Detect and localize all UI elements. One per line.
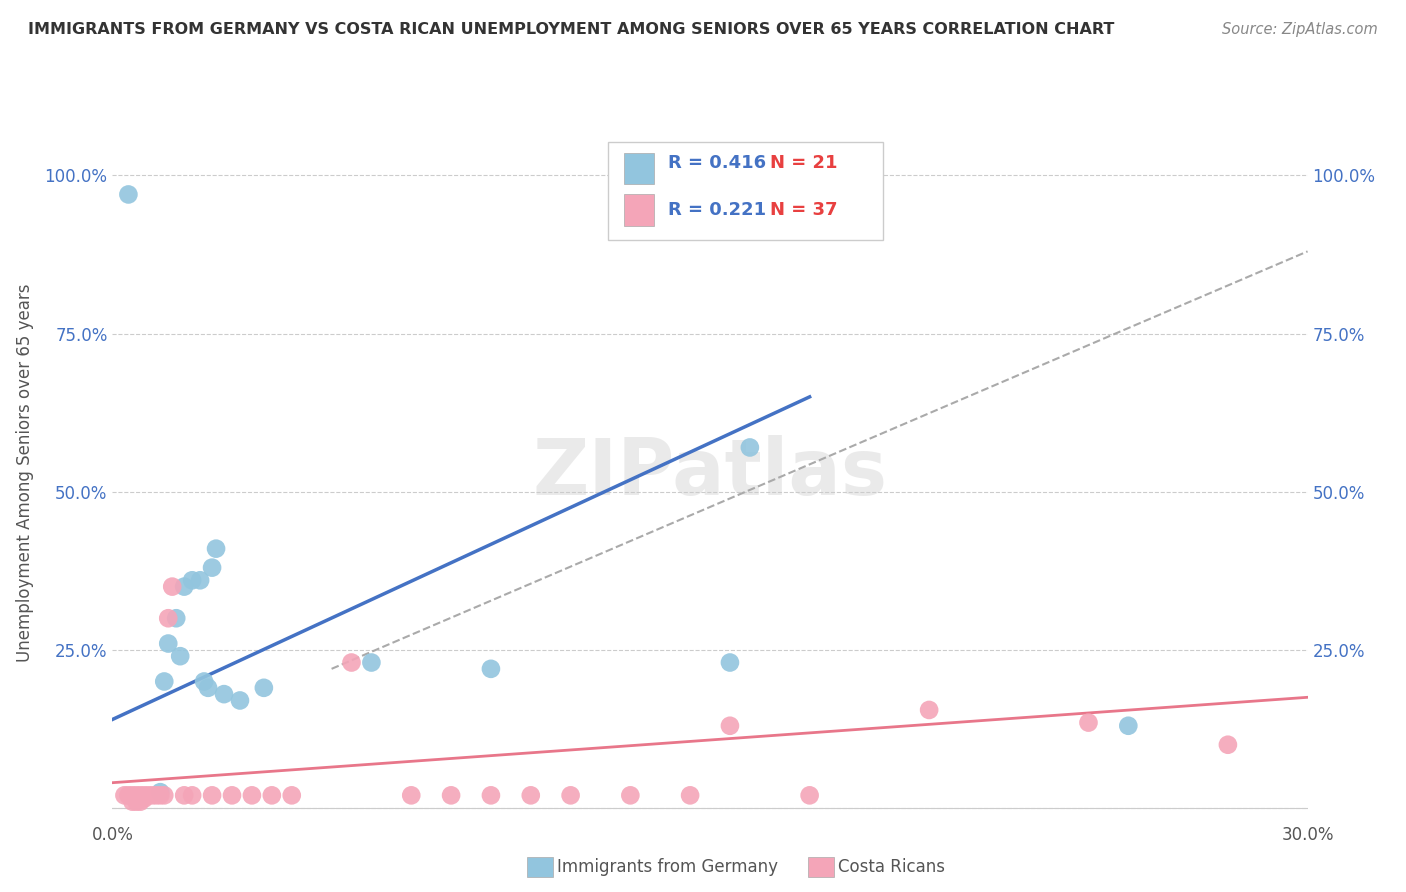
Point: [718, 656, 741, 670]
Point: [173, 580, 195, 594]
Point: [520, 789, 543, 803]
Text: Immigrants from Germany: Immigrants from Germany: [557, 858, 778, 876]
Point: [157, 611, 180, 625]
Point: [401, 789, 423, 803]
Text: N = 37: N = 37: [769, 201, 838, 219]
Point: [205, 541, 228, 556]
Text: Source: ZipAtlas.com: Source: ZipAtlas.com: [1222, 22, 1378, 37]
Point: [479, 662, 502, 676]
Point: [157, 636, 180, 650]
Point: [918, 703, 941, 717]
Point: [169, 649, 191, 664]
Point: [153, 674, 176, 689]
Point: [134, 791, 156, 805]
Point: [188, 574, 211, 588]
Point: [117, 789, 139, 803]
Point: [718, 719, 741, 733]
Point: [114, 789, 135, 803]
Point: [440, 789, 463, 803]
Point: [197, 681, 219, 695]
Point: [121, 789, 143, 803]
Point: [153, 789, 176, 803]
Point: [221, 789, 243, 803]
Point: [1116, 719, 1139, 733]
Bar: [624, 153, 654, 184]
Text: IMMIGRANTS FROM GERMANY VS COSTA RICAN UNEMPLOYMENT AMONG SENIORS OVER 65 YEARS : IMMIGRANTS FROM GERMANY VS COSTA RICAN U…: [28, 22, 1115, 37]
Point: [134, 789, 156, 803]
Point: [129, 789, 152, 803]
Point: [679, 789, 702, 803]
Point: [201, 560, 224, 574]
Point: [141, 789, 163, 803]
Point: [1077, 715, 1099, 730]
Text: R = 0.416: R = 0.416: [668, 154, 766, 172]
Point: [129, 795, 152, 809]
Bar: [624, 194, 654, 226]
Text: Costa Ricans: Costa Ricans: [838, 858, 945, 876]
Y-axis label: Unemployment Among Seniors over 65 years: Unemployment Among Seniors over 65 years: [15, 284, 34, 662]
Point: [125, 789, 148, 803]
Point: [117, 187, 139, 202]
Point: [281, 789, 304, 803]
FancyBboxPatch shape: [609, 142, 883, 240]
Point: [162, 580, 183, 594]
Text: ZIPatlas: ZIPatlas: [533, 434, 887, 511]
Point: [738, 441, 761, 455]
Point: [799, 789, 821, 803]
Point: [260, 789, 283, 803]
Point: [560, 789, 582, 803]
Point: [121, 795, 143, 809]
Point: [1216, 738, 1239, 752]
Point: [479, 789, 502, 803]
Point: [193, 674, 215, 689]
Point: [212, 687, 235, 701]
Point: [165, 611, 187, 625]
Point: [340, 656, 363, 670]
Point: [125, 795, 148, 809]
Point: [149, 789, 172, 803]
Point: [240, 789, 263, 803]
Point: [181, 574, 204, 588]
Point: [149, 785, 172, 799]
Point: [229, 693, 252, 707]
Point: [181, 789, 204, 803]
Point: [173, 789, 195, 803]
Point: [253, 681, 276, 695]
Point: [619, 789, 641, 803]
Point: [201, 789, 224, 803]
Text: R = 0.221: R = 0.221: [668, 201, 766, 219]
Point: [360, 656, 382, 670]
Text: N = 21: N = 21: [769, 154, 838, 172]
Point: [145, 789, 167, 803]
Point: [138, 789, 160, 803]
